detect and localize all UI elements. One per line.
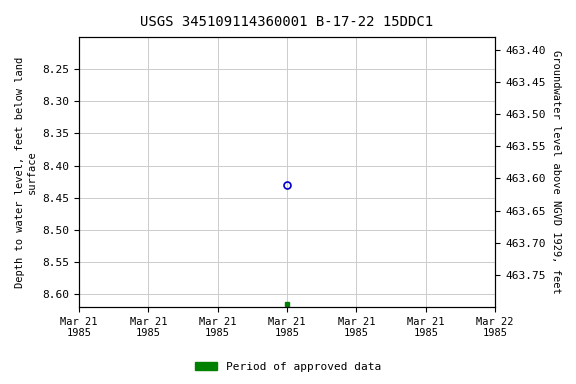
Title: USGS 345109114360001 B-17-22 15DDC1: USGS 345109114360001 B-17-22 15DDC1 [141,15,434,29]
Y-axis label: Groundwater level above NGVD 1929, feet: Groundwater level above NGVD 1929, feet [551,50,561,294]
Y-axis label: Depth to water level, feet below land
surface: Depth to water level, feet below land su… [15,56,37,288]
Legend: Period of approved data: Period of approved data [191,358,385,377]
